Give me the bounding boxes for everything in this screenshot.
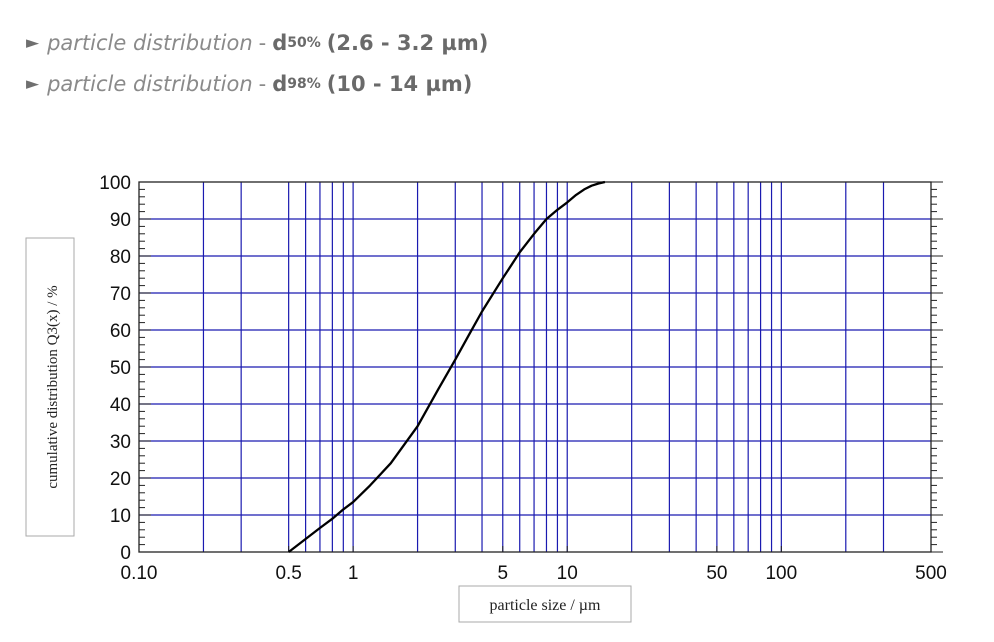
bullet-d50: ► particle distribution - d 50% (2.6 - 3.… [26, 22, 488, 63]
y-tick-label: 0 [120, 543, 131, 564]
x-tick-label: 5 [497, 563, 508, 584]
y-tick-label: 80 [110, 247, 131, 268]
horizontal-grid [139, 218, 931, 516]
x-tick-label: 0.10 [121, 563, 158, 584]
y-tick-label: 10 [110, 506, 131, 527]
x-axis-label: particle size / µm [490, 597, 602, 614]
y-tick-label: 60 [110, 321, 131, 342]
y-tick-labels: 0 10 20 30 40 50 60 70 80 90 100 [99, 173, 131, 564]
y-tick-label: 100 [99, 173, 131, 194]
y-tick-label: 50 [110, 358, 131, 379]
bullet-label: particle distribution [47, 30, 253, 55]
bullet-list: ► particle distribution - d 50% (2.6 - 3.… [26, 22, 488, 104]
bullet-separator: - [258, 71, 267, 96]
y-tick-label: 30 [110, 432, 131, 453]
play-arrow-icon: ► [26, 73, 40, 94]
x-tick-label: 50 [706, 563, 727, 584]
d-symbol: d [272, 71, 288, 96]
bullet-label: particle distribution [47, 71, 253, 96]
d-subscript: 98% [287, 75, 321, 92]
y-axis-label-box: cumulative distribution Q3(x) / % [25, 237, 75, 537]
y-axis-label: cumulative distribution Q3(x) / % [45, 285, 61, 488]
x-tick-label: 1 [348, 563, 359, 584]
x-axis-label-box: particle size / µm [458, 585, 632, 623]
y-tick-label: 70 [110, 284, 131, 305]
vertical-grid [202, 182, 885, 552]
d-symbol: d [272, 30, 288, 55]
x-tick-label: 100 [765, 563, 797, 584]
d-subscript: 50% [287, 34, 321, 51]
play-arrow-icon: ► [26, 32, 40, 53]
x-tick-label: 0.5 [275, 563, 301, 584]
cumulative-curve [287, 180, 606, 553]
y-tick-label: 20 [110, 469, 131, 490]
y-tick-label: 40 [110, 395, 131, 416]
x-tick-labels: 0.10 0.5 1 5 10 50 100 500 [121, 563, 947, 584]
x-tick-label: 500 [915, 563, 947, 584]
size-range: (2.6 - 3.2 µm) [326, 30, 489, 55]
minor-ticks [138, 181, 943, 553]
x-tick-label: 10 [557, 563, 578, 584]
bullet-separator: - [258, 30, 267, 55]
size-range: (10 - 14 µm) [326, 71, 473, 96]
y-tick-label: 90 [110, 210, 131, 231]
bullet-d98: ► particle distribution - d 98% (10 - 14 … [26, 63, 488, 104]
